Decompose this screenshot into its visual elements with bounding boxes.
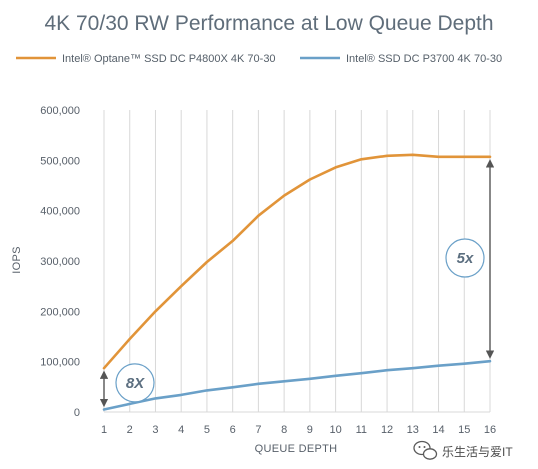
x-tick-label: 16 [484, 424, 496, 436]
annotation-label-5x: 5x [457, 250, 474, 267]
y-axis-label: IOPS [11, 246, 23, 274]
x-tick-label: 13 [407, 424, 419, 436]
annotation-label-8x: 8X [126, 375, 145, 392]
y-tick-label: 500,000 [40, 155, 80, 167]
y-tick-label: 0 [74, 407, 80, 419]
y-tick-label: 200,000 [40, 306, 80, 318]
x-tick-label: 8 [281, 424, 287, 436]
annotation-circle-5x [445, 238, 485, 278]
y-tick-label: 600,000 [40, 105, 80, 117]
y-tick-label: 100,000 [40, 357, 80, 369]
x-tick-label: 6 [230, 424, 236, 436]
chart-title: 4K 70/30 RW Performance at Low Queue Dep… [44, 12, 493, 35]
wechat-icon [413, 440, 438, 460]
annotation-layer: 8X 5x [99, 159, 495, 408]
series-line-1 [102, 359, 492, 411]
x-tick-label: 11 [356, 424, 367, 436]
x-tick-label: 5 [204, 424, 210, 436]
series-layer [102, 153, 492, 411]
x-tick-label: 15 [458, 424, 470, 436]
y-tick-label: 300,000 [40, 256, 80, 268]
x-tick-label: 7 [255, 424, 261, 436]
y-axis-ticks: 0 100,000 200,000 300,000 400,000 500,000 600,… [40, 105, 80, 419]
x-tick-label: 14 [432, 424, 444, 436]
x-tick-label: 3 [152, 424, 158, 436]
x-tick-label: 9 [307, 424, 313, 436]
x-tick-label: 2 [127, 424, 133, 436]
legend-label-series-0: Intel® Optane™ SSD DC P4800X 4K 70-30 [62, 53, 276, 65]
watermark: 乐生活与爱IT [413, 440, 513, 460]
legend-label-series-1: Intel® SSD DC P3700 4K 70-30 [346, 53, 502, 65]
x-tick-label: 4 [178, 424, 184, 436]
series-line-0 [102, 153, 492, 370]
legend: Intel® Optane™ SSD DC P4800X 4K 70-30 In… [16, 53, 502, 65]
y-tick-label: 400,000 [40, 206, 80, 218]
x-axis-ticks: 1 2 3 4 5 6 7 8 9 10 11 12 13 14 15 16 [101, 424, 496, 436]
annotation-circle-8x [115, 363, 155, 403]
x-tick-label: 1 [101, 424, 107, 436]
x-axis-label: QUEUE DEPTH [255, 443, 338, 455]
x-tick-label: 12 [381, 424, 393, 436]
watermark-text: 乐生活与爱IT [442, 445, 513, 459]
x-tick-label: 10 [329, 424, 341, 436]
